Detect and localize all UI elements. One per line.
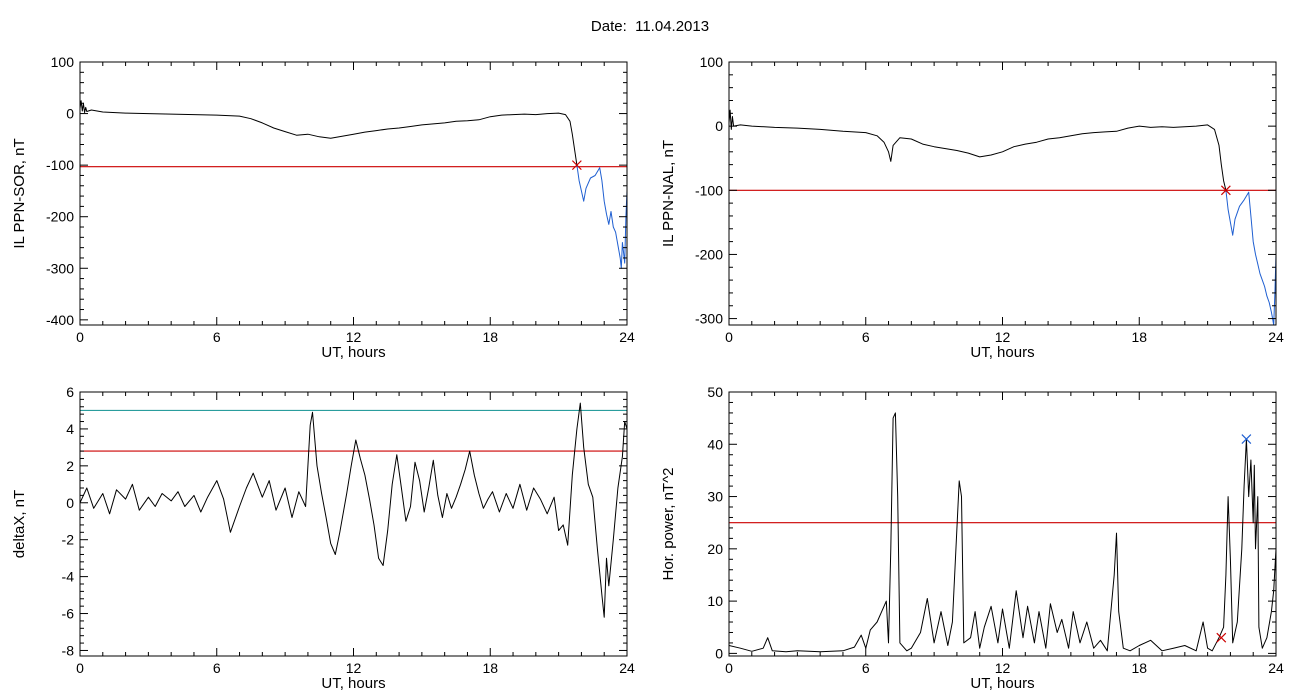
panel-3-ytick-label-7: 4 xyxy=(66,421,74,437)
panel-4-marker-2 xyxy=(1241,434,1252,444)
panel-4-ytick-label-3: 20 xyxy=(707,541,723,557)
panel-3-ytick-label-5: 0 xyxy=(66,495,74,511)
panel-4-ytick-label-1: 0 xyxy=(715,645,723,661)
panel-3-plot-frame xyxy=(79,391,628,657)
panel-2-yaxis-label: IL PPN-NAL, nT xyxy=(660,140,677,247)
panel-4-xtick-label-5: 24 xyxy=(1268,660,1284,676)
panel-4-marker-1 xyxy=(1216,632,1227,643)
panel-4-plot-frame xyxy=(728,391,1277,657)
panel-4-ytick-label-4: 30 xyxy=(707,489,723,505)
panel-1-ytick-label-3: -200 xyxy=(46,209,74,225)
panel-2-ytick-label-2: -200 xyxy=(695,246,723,262)
panel-1-ytick-label-4: -100 xyxy=(46,157,74,173)
panel-1-xtick-label-5: 24 xyxy=(619,329,635,345)
panel-2-xaxis-label: UT, hours xyxy=(970,344,1034,361)
panel-4-xaxis-label: UT, hours xyxy=(970,675,1034,692)
panel-4-ytick-label-6: 50 xyxy=(707,384,723,400)
panel-2-xtick-label-3: 12 xyxy=(995,329,1011,345)
date-value: 11.04.2013 xyxy=(635,18,710,35)
panel-4-xtick-label-2: 6 xyxy=(862,660,870,676)
panel-1-xaxis-label: UT, hours xyxy=(321,344,385,361)
panel-3-ytick-label-8: 6 xyxy=(66,384,74,400)
panel-2-series-1 xyxy=(729,109,1227,191)
panel-4-ytick-label-5: 40 xyxy=(707,436,723,452)
panel-3-ytick-label-1: -8 xyxy=(62,642,75,658)
panel-3-xaxis-label: UT, hours xyxy=(321,675,385,692)
panel-1-xtick-label-3: 12 xyxy=(346,329,362,345)
date-label: Date: xyxy=(590,18,627,35)
panel-3-xtick-label-4: 18 xyxy=(482,660,498,676)
panel-3-yaxis-label: deltaX, nT xyxy=(11,490,28,558)
panel-2-xtick-label-5: 24 xyxy=(1268,329,1284,345)
panel-3-series-1 xyxy=(80,402,627,618)
panel-1-plot-frame xyxy=(79,61,628,326)
panel-3-xtick-label-2: 6 xyxy=(213,660,221,676)
panel-1-series-1 xyxy=(80,100,578,166)
panel-2-plot-frame xyxy=(728,61,1277,326)
panel-1-ytick-label-6: 100 xyxy=(51,54,75,70)
panel-1-xtick-label-1: 0 xyxy=(76,329,84,345)
panel-2-marker-1 xyxy=(1220,185,1231,196)
panel-1-ytick-label-2: -300 xyxy=(46,260,74,276)
panel-4-yaxis-label: Hor. power, nT^2 xyxy=(660,468,677,581)
panel-4-series-1 xyxy=(729,412,1276,653)
panel-1-marker-1 xyxy=(571,160,582,171)
panel-3-xtick-label-3: 12 xyxy=(346,660,362,676)
panel-1-xtick-label-2: 6 xyxy=(213,329,221,345)
page-title: Date: 11.04.2013 xyxy=(0,18,1300,35)
panel-3-ytick-label-6: 2 xyxy=(66,458,74,474)
panel-3-xtick-label-1: 0 xyxy=(76,660,84,676)
panel-3-ytick-label-2: -6 xyxy=(62,606,75,622)
panel-2-ytick-label-1: -300 xyxy=(695,311,723,327)
panel-4-xtick-label-4: 18 xyxy=(1131,660,1147,676)
panel-4-xtick-label-3: 12 xyxy=(995,660,1011,676)
panel-2-xtick-label-4: 18 xyxy=(1131,329,1147,345)
panel-1-xtick-label-4: 18 xyxy=(482,329,498,345)
panel-2-ytick-label-3: -100 xyxy=(695,182,723,198)
panel-2-xtick-label-1: 0 xyxy=(725,329,733,345)
panel-1-ytick-label-1: -400 xyxy=(46,312,74,328)
panel-2-series-2 xyxy=(1225,190,1276,325)
panel-1-series-2 xyxy=(576,165,627,269)
panel-3-ytick-label-4: -2 xyxy=(62,532,75,548)
panel-3-xtick-label-5: 24 xyxy=(619,660,635,676)
panel-1-ytick-label-5: 0 xyxy=(66,106,74,122)
panel-2-xtick-label-2: 6 xyxy=(862,329,870,345)
panel-2-ytick-label-4: 0 xyxy=(715,118,723,134)
panel-4-xtick-label-1: 0 xyxy=(725,660,733,676)
panel-4-ytick-label-2: 10 xyxy=(707,593,723,609)
panel-3-ytick-label-3: -4 xyxy=(62,569,75,585)
panel-1-yaxis-label: IL PPN-SOR, nT xyxy=(11,138,28,248)
panel-2-ytick-label-5: 100 xyxy=(700,54,724,70)
